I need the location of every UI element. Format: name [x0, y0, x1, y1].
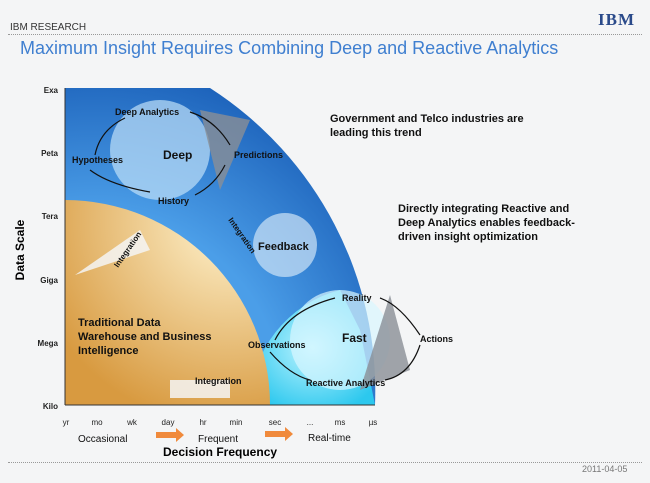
note-integration: Directly integrating Reactive and Deep A…	[398, 203, 575, 243]
y-tick: Peta	[41, 149, 58, 158]
stage-realtime: Real-time	[308, 433, 351, 444]
x-tick: day	[162, 418, 175, 427]
deep-analytics-label: Deep Analytics	[115, 107, 179, 117]
x-tick: yr	[63, 418, 70, 427]
x-tick: min	[230, 418, 243, 427]
deep-label: Deep	[163, 148, 192, 162]
section-label: IBM RESEARCH	[10, 22, 87, 33]
actions-label: Actions	[420, 334, 453, 344]
x-axis-label: Decision Frequency	[163, 445, 277, 459]
divider	[8, 34, 642, 35]
x-tick: µs	[369, 418, 378, 427]
feedback-label: Feedback	[258, 241, 310, 253]
y-tick: Tera	[42, 212, 59, 221]
traditional-label: Traditional Data Warehouse and Business …	[78, 317, 212, 357]
x-tick: wk	[126, 418, 138, 427]
reality-label: Reality	[342, 293, 372, 303]
y-axis-label: Data Scale	[13, 219, 27, 280]
integration-label: Integration	[195, 376, 242, 386]
x-tick: ...	[307, 418, 314, 427]
arrow-icon	[156, 428, 184, 442]
y-tick: Mega	[38, 339, 59, 348]
y-tick: Giga	[40, 276, 58, 285]
ibm-logo: IBM	[598, 10, 635, 29]
reactive-analytics-label: Reactive Analytics	[306, 378, 385, 388]
x-tick: sec	[269, 418, 281, 427]
note-industries: Government and Telco industries are lead…	[330, 113, 524, 139]
observations-label: Observations	[248, 340, 306, 350]
x-tick: mo	[91, 418, 103, 427]
stage-frequent: Frequent	[198, 434, 238, 445]
slide-title: Maximum Insight Requires Combining Deep …	[20, 38, 559, 58]
hypotheses-label: Hypotheses	[72, 155, 123, 165]
x-tick: hr	[199, 418, 206, 427]
history-label: History	[158, 196, 189, 206]
y-tick: Kilo	[43, 402, 58, 411]
y-tick: Exa	[44, 86, 59, 95]
stage-occasional: Occasional	[78, 434, 127, 445]
predictions-label: Predictions	[234, 150, 283, 160]
slide-date: 2011-04-05	[582, 464, 628, 474]
fast-label: Fast	[342, 331, 367, 345]
footer-divider	[8, 462, 642, 463]
arrow-icon	[265, 427, 293, 441]
x-tick: ms	[335, 418, 346, 427]
